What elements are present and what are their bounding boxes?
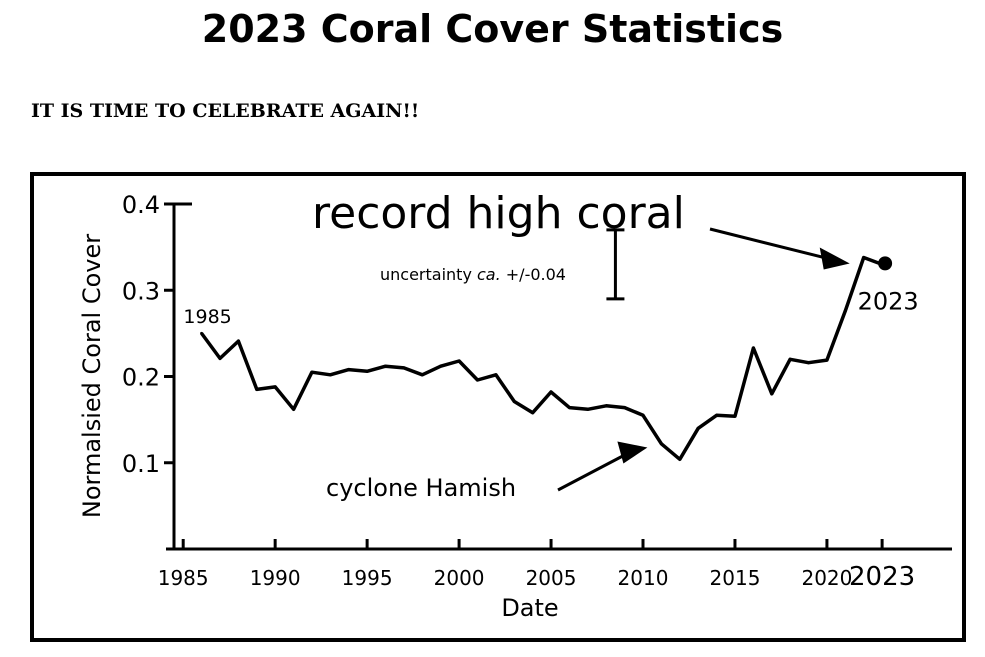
y-tick-label: 0.2: [122, 364, 160, 392]
coral-cover-line: [200, 255, 883, 462]
data-point: [733, 414, 737, 418]
x-tick-label-2023: 2023: [849, 562, 915, 592]
data-point: [365, 369, 369, 373]
y-axis-label: Normalsied Coral Cover: [78, 234, 106, 518]
x-tick-label: 2020: [801, 566, 852, 590]
uncertainty-ca: ca.: [477, 265, 501, 284]
data-point: [696, 426, 700, 430]
x-tick-label: 1990: [250, 566, 301, 590]
x-tick-label: 2010: [618, 566, 669, 590]
record-high-annotation: record high coral: [312, 188, 685, 239]
record-high-arrowhead: [819, 247, 850, 270]
y-tick-label: 0.4: [122, 191, 160, 219]
data-point: [384, 364, 388, 368]
data-point: [200, 331, 204, 335]
data-point: [273, 385, 277, 389]
data-point: [347, 368, 351, 372]
start-year-label: 1985: [183, 306, 231, 328]
data-point: [236, 339, 240, 343]
data-point: [770, 392, 774, 396]
data-point: [475, 378, 479, 382]
data-point: [402, 366, 406, 370]
y-axis: 0.1 0.2 0.3 0.4 Normalsied Coral Cover: [78, 191, 192, 549]
data-point: [494, 373, 498, 377]
data-point: [531, 411, 535, 415]
data-point: [586, 407, 590, 411]
data-point: [457, 359, 461, 363]
data-point: [604, 404, 608, 408]
cyclone-annotation: cyclone Hamish: [326, 474, 516, 502]
highlight-label-2023: 2023: [858, 287, 919, 315]
data-point: [788, 357, 792, 361]
annotation-layer: record high coral cyclone Hamish uncerta…: [312, 188, 850, 502]
cyclone-arrowhead: [617, 441, 648, 464]
x-tick-label: 1995: [342, 566, 393, 590]
page-title: 2023 Coral Cover Statistics: [201, 7, 784, 51]
cyclone-arrow: [557, 451, 631, 492]
data-point: [641, 413, 645, 417]
data-point: [862, 255, 866, 259]
data-point: [678, 457, 682, 461]
data-point: [567, 406, 571, 410]
x-tick-label: 1985: [158, 566, 209, 590]
x-tick-label: 2005: [526, 566, 577, 590]
data-point: [439, 364, 443, 368]
y-tick-label: 0.1: [122, 450, 160, 478]
series-layer: 2023 1985: [183, 255, 919, 462]
data-point: [715, 413, 719, 417]
data-point: [218, 356, 222, 360]
data-point: [825, 358, 829, 362]
data-point: [751, 346, 755, 350]
coral-cover-chart: 1985 1990 1995 2000 2005 2010 2015 2020 2023 Dat…: [30, 172, 966, 642]
data-point: [328, 373, 332, 377]
y-tick-label: 0.3: [122, 277, 160, 305]
data-point: [310, 370, 314, 374]
data-point: [512, 400, 516, 404]
data-point: [659, 442, 663, 446]
data-point: [623, 406, 627, 410]
highlight-point-2023: [878, 256, 893, 271]
data-point: [843, 309, 847, 313]
record-high-arrow: [709, 227, 833, 261]
data-point: [420, 373, 424, 377]
uncertainty-suffix: +/-0.04: [501, 265, 566, 284]
x-tick-label: 2015: [710, 566, 761, 590]
uncertainty-error-bar: [606, 228, 625, 301]
data-point: [292, 407, 296, 411]
uncertainty-prefix: uncertainty: [380, 265, 477, 284]
y-ticks: 0.1 0.2 0.3 0.4: [122, 191, 192, 478]
x-axis-label: Date: [501, 594, 558, 622]
data-point: [255, 387, 259, 391]
data-point: [549, 390, 553, 394]
x-tick-label: 2000: [434, 566, 485, 590]
uncertainty-annotation: uncertainty ca. +/-0.04: [380, 265, 566, 284]
page-subtitle: IT IS TIME TO CELEBRATE AGAIN!!: [31, 100, 420, 122]
data-point: [807, 361, 811, 365]
